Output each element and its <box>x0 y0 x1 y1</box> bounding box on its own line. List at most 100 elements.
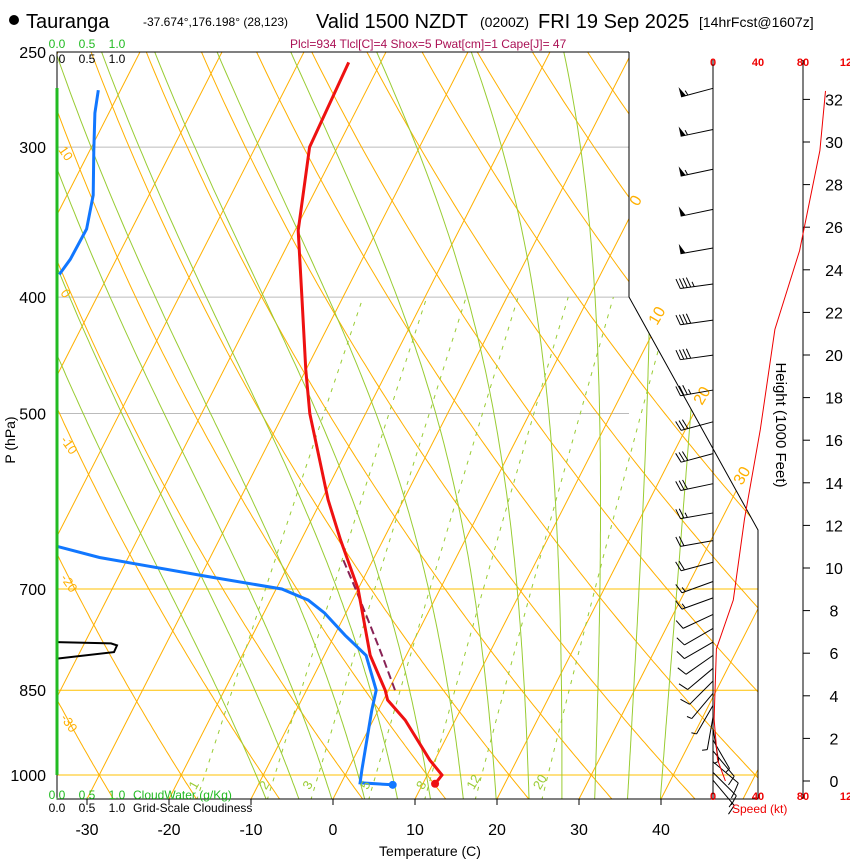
wind-barb-half <box>728 802 733 808</box>
surface-dewpoint-marker <box>388 780 397 789</box>
surface-temperature-marker <box>431 779 440 788</box>
x-axis-title: Temperature (C) <box>379 843 481 859</box>
moist-adiabat-line <box>376 52 530 799</box>
dewpoint-line-upper <box>58 89 100 276</box>
wind-barb <box>675 560 714 572</box>
mixing-ratio-label: 3 <box>299 778 316 792</box>
wind-barb-staff <box>706 717 714 750</box>
wind-barb-full <box>680 698 690 705</box>
wind-barb-half <box>702 749 708 751</box>
wind-barb-staff <box>712 779 735 806</box>
wind-barb <box>675 385 714 397</box>
wind-barb-flag <box>678 87 686 97</box>
wind-barb <box>675 536 714 547</box>
wind-barb-staff <box>685 654 714 675</box>
station-bullet-icon <box>9 15 19 25</box>
moist-adiabat-line <box>290 52 497 799</box>
wind-barb-full <box>678 683 688 690</box>
wind-barb-half <box>681 587 686 592</box>
wind-barb-half <box>730 793 735 799</box>
wind-barb-full <box>682 314 688 324</box>
height-axis-title: Height (1000 Feet) <box>772 362 789 487</box>
wind-barb-staff <box>680 540 714 547</box>
wind-barb-full <box>678 314 685 325</box>
dry-adiabat-line <box>57 52 448 799</box>
wind-barb-full <box>675 421 682 431</box>
mixing-ratio-label: 5 <box>357 778 374 792</box>
dry-adiabat-line <box>300 52 758 799</box>
wind-barb-half <box>691 732 697 735</box>
wind-barb-staff <box>680 168 714 177</box>
pressure-tick-label: 250 <box>19 45 46 62</box>
wind-barb-full <box>675 561 682 572</box>
speed-tick-label-top: 40 <box>752 57 764 69</box>
wind-barb-half <box>725 768 730 773</box>
isotherm-line <box>659 52 758 799</box>
wind-barb <box>702 717 714 751</box>
wind-barb-full <box>678 480 685 491</box>
mixing-ratio-label: 2 <box>256 778 273 792</box>
pressure-tick-label: 700 <box>19 582 46 599</box>
plot-frame <box>56 51 759 800</box>
height-tick-label: 4 <box>830 689 839 706</box>
wind-barb <box>675 479 714 492</box>
cloud-axis-tick-label: 0.0 <box>49 52 66 66</box>
dry-adiabat-line <box>191 52 697 799</box>
moist-adiabat-line <box>563 52 601 799</box>
cloud-axis-tick-label: 0.0 <box>49 788 66 802</box>
dry-adiabat-line <box>409 52 758 799</box>
wind-barb-staff <box>680 512 714 520</box>
height-tick-label: 20 <box>825 348 843 365</box>
wind-barb-half <box>684 512 688 518</box>
height-tick-label: 6 <box>830 646 839 663</box>
height-tick-label: 2 <box>830 731 839 748</box>
speed-axis-title: Speed (kt) <box>732 802 787 816</box>
wind-barb-full <box>675 536 681 547</box>
wind-barb-staff <box>691 692 714 719</box>
moist-adiabat-line <box>470 52 563 799</box>
height-tick-label: 14 <box>825 476 843 493</box>
dry-adiabat-line <box>57 52 198 799</box>
wind-barb <box>678 206 714 217</box>
dry-adiabat-label: 0 <box>58 286 74 301</box>
temperature-tick-label: 40 <box>652 822 670 839</box>
cloudwater-axis-title: CloudWater (g/Kg) <box>133 788 232 802</box>
wind-barb <box>676 628 714 646</box>
station-coords: -37.674°,176.198° (28,123) <box>143 15 288 29</box>
wind-barb-staff <box>684 628 714 646</box>
mixing-ratio-line <box>196 297 364 799</box>
dewpoint-line-lower <box>57 544 393 787</box>
isotherm-line <box>167 52 562 799</box>
wind-barb-full <box>685 348 692 359</box>
wind-barb-staff <box>680 561 714 572</box>
wind-barb-half <box>684 169 689 175</box>
wind-barb <box>675 613 714 629</box>
speed-tick-label-bottom: 80 <box>797 791 809 803</box>
cloud-axis-tick-label: 0.5 <box>79 52 96 66</box>
mixing-ratio-label: 20 <box>530 772 550 792</box>
cloud-axis-tick-label: 0.5 <box>79 801 96 815</box>
wind-barb-staff <box>680 87 714 98</box>
wind-barb-full <box>675 481 682 491</box>
wind-barb <box>677 654 714 675</box>
parcel-line <box>341 557 396 691</box>
wind-barb-staff <box>680 453 714 463</box>
height-tick-label: 8 <box>830 604 839 621</box>
height-tick-label: 26 <box>825 220 843 237</box>
wind-barb <box>675 419 714 431</box>
wind-barb-full <box>675 600 683 610</box>
mixing-ratio-line <box>310 297 467 799</box>
wind-barb-full <box>675 620 684 629</box>
wind-barb-half <box>688 389 692 395</box>
wind-barb-full <box>675 278 681 289</box>
moist-adiabat-line <box>627 52 651 799</box>
height-tick-label: 30 <box>825 135 843 152</box>
dry-adiabat-line <box>246 52 758 799</box>
wind-barb <box>675 277 714 290</box>
wind-barb-flag <box>678 126 686 137</box>
wind-barb-staff <box>682 613 714 629</box>
mixing-ratio-line <box>424 297 569 799</box>
dry-adiabat-line <box>82 52 531 799</box>
wind-speed-line <box>713 90 826 782</box>
speed-tick-label-bottom: 12 <box>840 791 850 803</box>
